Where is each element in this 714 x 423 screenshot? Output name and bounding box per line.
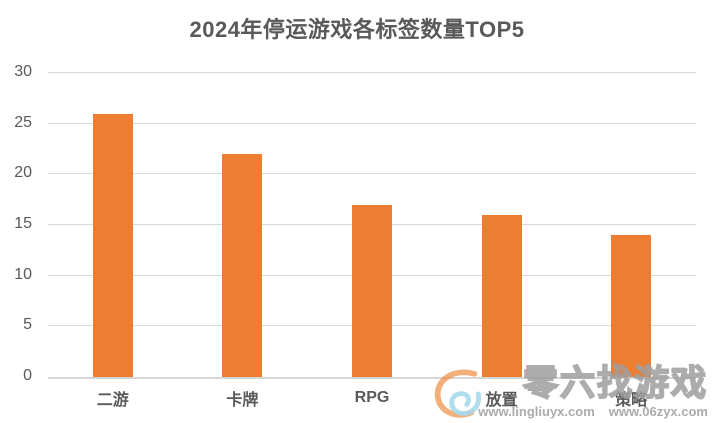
x-category-label: RPG bbox=[354, 389, 390, 406]
gridline bbox=[48, 72, 696, 73]
bar-slot bbox=[178, 73, 308, 377]
gridline bbox=[48, 122, 696, 124]
bar-slot bbox=[566, 73, 696, 377]
y-tick-label: 0 bbox=[23, 367, 32, 384]
y-axis-tick-labels: 0 5 10 15 20 25 30 bbox=[0, 63, 36, 384]
bar-slot bbox=[437, 73, 567, 377]
x-category-label: 卡牌 bbox=[226, 392, 259, 409]
y-tick-label: 20 bbox=[14, 164, 32, 182]
bar-二游 bbox=[92, 113, 133, 377]
y-tick-label: 25 bbox=[14, 113, 32, 131]
x-category-label: 二游 bbox=[96, 392, 129, 409]
x-category-label: 策略 bbox=[615, 392, 648, 409]
bar-策略 bbox=[611, 235, 652, 377]
gridline bbox=[48, 173, 696, 175]
bar-slot bbox=[307, 73, 437, 377]
y-tick-label: 10 bbox=[14, 265, 32, 283]
bar-放置 bbox=[481, 214, 522, 377]
x-axis-category-labels: 二游 卡牌 RPG 放置 策略 bbox=[48, 386, 696, 410]
y-tick-label: 5 bbox=[23, 316, 32, 334]
plot-area bbox=[48, 72, 696, 379]
bar-RPG bbox=[351, 204, 392, 377]
bar-slot bbox=[48, 73, 178, 377]
y-tick-label: 15 bbox=[14, 215, 32, 232]
bar-卡牌 bbox=[222, 154, 263, 377]
y-tick-label: 30 bbox=[14, 63, 32, 80]
chart-title: 2024年停运游戏各标签数量TOP5 bbox=[189, 17, 525, 42]
x-category-label: 放置 bbox=[485, 392, 518, 409]
